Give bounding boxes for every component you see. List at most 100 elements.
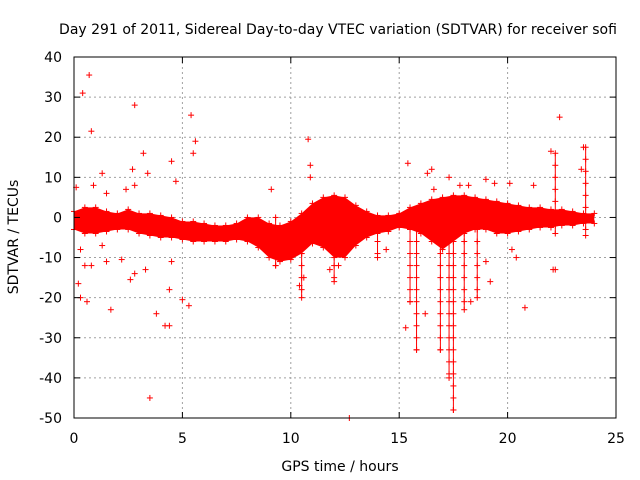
spike-point: [413, 334, 420, 341]
band-edge-point: [482, 196, 489, 203]
outlier-point: [402, 324, 409, 331]
spike-point: [552, 162, 559, 169]
band-edge-point: [190, 218, 197, 225]
outlier-point: [547, 148, 554, 155]
spike-tip-point: [413, 346, 420, 353]
band-edge-point: [244, 238, 251, 245]
x-tick-label: 25: [607, 431, 625, 447]
spike-point: [437, 262, 444, 269]
x-tick-label: 20: [499, 431, 517, 447]
band-edge-point: [537, 224, 544, 231]
outlier-point: [506, 180, 513, 187]
spike-tip-point: [331, 278, 338, 285]
spike-point: [331, 226, 338, 233]
spike-point: [413, 322, 420, 329]
outlier-point: [88, 262, 95, 269]
spike-point: [582, 156, 589, 163]
outlier-point: [86, 72, 93, 79]
spike-point: [461, 214, 468, 221]
outlier-point: [129, 166, 136, 173]
spike-point: [331, 250, 338, 257]
band-edge-point: [515, 202, 522, 209]
outlier-point: [446, 174, 453, 181]
band-edge-point: [255, 214, 262, 221]
y-tick-label: 20: [44, 130, 62, 146]
band-edge-point: [417, 230, 424, 237]
band-edge-point: [125, 206, 132, 213]
outlier-point: [185, 302, 192, 309]
outlier-point: [424, 170, 431, 177]
band-edge-point: [222, 238, 229, 245]
spike-point: [298, 226, 305, 233]
x-axis-label: GPS time / hours: [281, 459, 398, 475]
band-edge-point: [92, 204, 99, 211]
spike-point: [437, 238, 444, 245]
band-edge-point: [320, 194, 327, 201]
y-axis-label: SDTVAR / TECUs: [6, 180, 22, 295]
outlier-point: [582, 232, 589, 239]
x-tick-label: 10: [282, 431, 300, 447]
spike-point: [298, 250, 305, 257]
outlier-point: [521, 304, 528, 311]
band-edge-point: [168, 214, 175, 221]
outlier-point: [168, 158, 175, 165]
spike-point: [374, 226, 381, 233]
y-tick-label: 0: [53, 210, 62, 226]
spike-point: [446, 322, 453, 329]
spike-point: [450, 382, 457, 389]
spike-point: [582, 204, 589, 211]
spike-point: [446, 334, 453, 341]
spike-point: [413, 250, 420, 257]
outlier-point: [556, 114, 563, 121]
band-edge-point: [190, 238, 197, 245]
outlier-point: [146, 394, 153, 401]
outlier-point: [127, 276, 134, 283]
outlier-point: [467, 298, 474, 305]
band-edge-point: [103, 208, 110, 215]
outlier-point: [142, 266, 149, 273]
band-edge-point: [287, 256, 294, 263]
spike-point: [298, 286, 305, 293]
x-tick-labels: 0 5 10 15 20 25: [70, 431, 625, 447]
spike-point: [413, 298, 420, 305]
spike-point: [474, 262, 481, 269]
spike-point: [413, 274, 420, 281]
band-edge-point: [558, 222, 565, 229]
spike-point: [582, 192, 589, 199]
band-edge-point: [276, 222, 283, 229]
band-edge-point: [233, 236, 240, 243]
band-edge-point: [385, 212, 392, 219]
outlier-point: [578, 166, 585, 173]
y-tick-label: -50: [39, 411, 62, 427]
band-edge-point: [526, 226, 533, 233]
spike-point: [298, 262, 305, 269]
outlier-point: [166, 286, 173, 293]
band-edge-point: [493, 198, 500, 205]
band-edge-point: [114, 226, 121, 233]
outlier-point: [491, 180, 498, 187]
band-edge-point: [222, 222, 229, 229]
y-tick-labels: 40 30 20 10 0 -10 -20 -30 -40 -50: [39, 50, 62, 427]
band-edge-point: [81, 204, 88, 211]
band-edge-point: [168, 234, 175, 241]
band-edge-point: [482, 226, 489, 233]
y-tick-label: 10: [44, 170, 62, 186]
spike-tip-point: [446, 374, 453, 381]
outlier-point: [103, 258, 110, 265]
outlier-point: [84, 298, 91, 305]
band-edge-point: [255, 244, 262, 251]
band-edge-point: [407, 204, 414, 211]
outlier-point: [268, 186, 275, 193]
spike-point: [461, 298, 468, 305]
spike-point: [272, 250, 279, 257]
spike-point: [474, 226, 481, 233]
spike-point: [446, 358, 453, 365]
spike-point: [374, 214, 381, 221]
spike-tip-point: [272, 262, 279, 269]
x-tick-label: 5: [178, 431, 187, 447]
band-edge-point: [569, 222, 576, 229]
x-tick-label: 0: [70, 431, 79, 447]
spike-tip-point: [437, 346, 444, 353]
band-edge-point: [537, 204, 544, 211]
band-edge-point: [244, 214, 251, 221]
